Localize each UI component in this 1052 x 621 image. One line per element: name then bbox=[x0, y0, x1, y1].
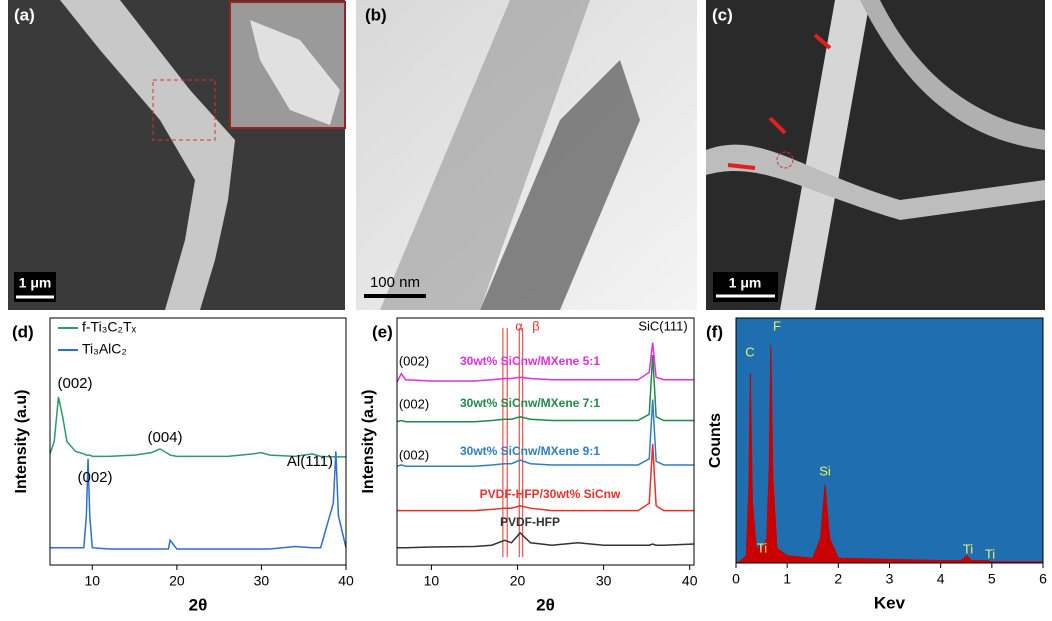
inset-flake bbox=[250, 20, 340, 125]
y-axis-label: Intensity (a.u) bbox=[13, 389, 30, 493]
annotation: F bbox=[773, 318, 781, 333]
fiber bbox=[780, 0, 870, 310]
annotation: (002) bbox=[77, 469, 112, 486]
annotation: Al(111) bbox=[287, 453, 333, 470]
series-label: 30wt% SiCnw/MXene 5:1 bbox=[460, 354, 600, 368]
x-tick-label: 40 bbox=[338, 573, 354, 589]
panel-label: (b) bbox=[365, 5, 387, 24]
annotation: SiC(111) bbox=[638, 318, 687, 333]
x-tick-label: 2 bbox=[834, 571, 842, 587]
marker-circle bbox=[776, 151, 794, 169]
flake bbox=[60, 0, 235, 310]
annotation: (002) bbox=[399, 447, 429, 462]
series-line bbox=[397, 531, 695, 549]
x-tick-label: 5 bbox=[988, 571, 996, 587]
annotation: Si bbox=[819, 463, 831, 478]
legend-label: f-Ti₃C₂Tₓ bbox=[82, 319, 136, 335]
annotation: Ti bbox=[757, 540, 767, 555]
spectrum-area bbox=[735, 344, 1044, 564]
annotation: (002) bbox=[399, 396, 429, 411]
series-line bbox=[50, 451, 347, 550]
series-line bbox=[396, 355, 694, 423]
series-line bbox=[396, 399, 694, 467]
x-tick-label: 30 bbox=[254, 573, 270, 589]
annotation: (002) bbox=[57, 375, 92, 392]
series-label: PVDF-HFP bbox=[500, 515, 560, 529]
annotation: (004) bbox=[147, 429, 182, 446]
scale-text: 100 nm bbox=[370, 274, 420, 291]
x-tick-label: 1 bbox=[783, 571, 791, 587]
arrows bbox=[727, 33, 832, 170]
x-tick-label: 40 bbox=[682, 573, 698, 589]
annotation: (002) bbox=[399, 353, 429, 368]
x-axis-label: 2θ bbox=[536, 595, 555, 614]
annotation: Ti bbox=[963, 541, 973, 556]
x-tick-label: 3 bbox=[886, 571, 894, 587]
x-tick-label: 0 bbox=[732, 571, 740, 587]
y-axis-label: Counts bbox=[707, 413, 724, 468]
annotation: β bbox=[532, 318, 539, 333]
scale-text: 1 μm bbox=[729, 275, 762, 291]
x-axis-label: 2θ bbox=[189, 595, 208, 614]
panel-label: (c) bbox=[712, 5, 733, 24]
series-line bbox=[397, 443, 694, 512]
series-label: 30wt% SiCnw/MXene 9:1 bbox=[460, 444, 600, 458]
x-axis-label: Kev bbox=[874, 593, 906, 612]
series-label: 30wt% SiCnw/MXene 7:1 bbox=[460, 396, 600, 410]
annotation: α bbox=[515, 318, 523, 333]
legend-label: Ti₃AlC₂ bbox=[82, 341, 127, 357]
annotation: Ti bbox=[985, 546, 995, 561]
tem-rod bbox=[480, 60, 640, 310]
x-tick-label: 10 bbox=[84, 573, 100, 589]
x-tick-label: 4 bbox=[937, 571, 945, 587]
tem-shadow bbox=[380, 0, 590, 310]
x-tick-label: 20 bbox=[169, 573, 185, 589]
fiber bbox=[706, 144, 1045, 220]
annotation: C bbox=[745, 344, 754, 359]
y-axis-label: Intensity (a.u) bbox=[360, 389, 377, 493]
x-tick-label: 20 bbox=[510, 573, 526, 589]
zoom-box bbox=[152, 79, 216, 141]
plot-frame bbox=[735, 317, 1044, 564]
x-tick-label: 10 bbox=[424, 573, 440, 589]
panel-label: (e) bbox=[372, 322, 393, 341]
scale-text: 1 μm bbox=[19, 275, 52, 291]
panel-label: (d) bbox=[12, 322, 34, 341]
x-tick-label: 30 bbox=[596, 573, 612, 589]
x-tick-label: 6 bbox=[1039, 571, 1047, 587]
plot-frame bbox=[49, 317, 347, 566]
series-label: PVDF-HFP/30wt% SiCnw bbox=[480, 487, 621, 501]
plot-frame bbox=[396, 317, 695, 566]
series-line bbox=[396, 342, 694, 383]
plot-background bbox=[736, 318, 1043, 563]
panel-label: (f) bbox=[706, 322, 723, 341]
series-line bbox=[49, 396, 346, 458]
fiber bbox=[860, 0, 1045, 150]
panel-label: (a) bbox=[14, 5, 35, 24]
